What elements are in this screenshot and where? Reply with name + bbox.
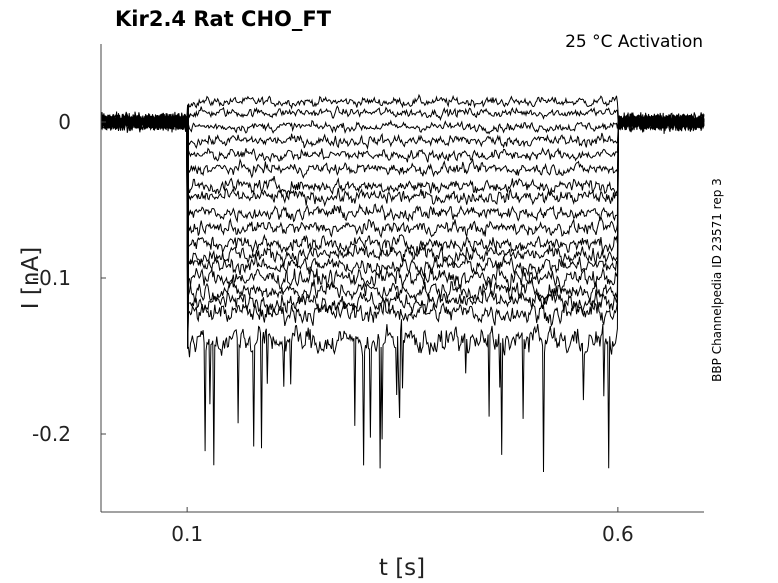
current-trace [100,112,705,349]
current-trace [100,113,705,349]
current-trace [100,112,705,349]
current-trace [100,93,705,349]
y-tick-label: -0.2 [32,422,71,446]
current-trace [100,112,705,349]
chart-title: Kir2.4 Rat CHO_FT [115,7,332,31]
current-trace [100,111,705,349]
current-trace [100,112,705,349]
y-tick-label: -0.1 [32,266,71,290]
current-trace [100,112,705,349]
current-trace [100,113,705,349]
channelpedia-id-label: BBP Channelpedia ID 23571 rep 3 [710,178,724,382]
current-traces [100,93,705,473]
current-trace [100,111,705,349]
chart-subtitle: 25 °C Activation [565,32,703,52]
current-trace [100,112,705,349]
current-trace [100,113,705,473]
current-trace [100,113,705,349]
current-trace [100,112,705,349]
x-tick-label: 0.6 [602,522,634,546]
x-axis-label: t [s] [379,555,425,581]
x-tick-label: 0.1 [171,522,203,546]
current-trace [100,112,705,349]
current-trace [100,112,705,349]
y-axis-label: I [nA] [18,247,44,309]
y-tick-label: 0 [58,110,71,134]
axis-ticks: 0 -0.1 -0.2 0.1 0.6 [32,110,634,546]
current-trace [100,105,705,349]
